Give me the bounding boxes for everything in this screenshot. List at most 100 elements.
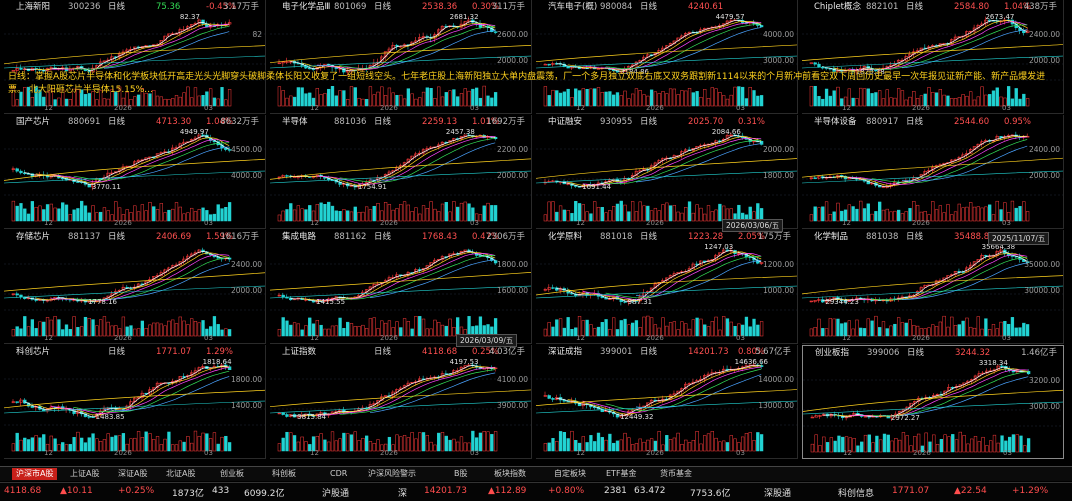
volume-bar: [349, 434, 354, 452]
candle-body: [186, 375, 190, 378]
volume-bar: [186, 86, 190, 107]
candle-body: [691, 263, 696, 269]
volume-bar: [26, 86, 31, 107]
candle-body: [285, 61, 289, 63]
volume-bar: [547, 201, 551, 222]
moving-average-line: [50, 23, 230, 70]
panel-period: 日线: [108, 347, 126, 357]
market-tab[interactable]: 深证A股: [118, 469, 148, 478]
candle-body: [615, 413, 620, 418]
market-tab[interactable]: B股: [454, 469, 468, 478]
volume-bar: [646, 205, 650, 222]
panel-title: 创业板指: [815, 348, 850, 358]
volume-bar: [121, 97, 126, 107]
date-axis-label: 2026: [646, 334, 664, 342]
volume-bar: [23, 437, 27, 452]
volume-bar: [76, 431, 80, 452]
volume-bar: [939, 439, 944, 453]
announcement-text: 日线：掌握A股芯片半导体和化学板块低开高走光头光脚穿头破脚柔体长阳又收复了一组短…: [8, 72, 1046, 95]
panel-price: 4713.30: [156, 117, 192, 127]
volume-bar: [144, 92, 148, 107]
volume-bar: [106, 433, 110, 452]
panel-price: 1223.28: [688, 232, 724, 242]
market-tab[interactable]: CDR: [330, 469, 348, 478]
moving-average-line: [301, 366, 496, 416]
volume-bar: [152, 439, 156, 452]
market-tab[interactable]: ETF基金: [606, 469, 637, 478]
chart-panel[interactable]: 上海新阳 日线 75.36 -0.45% 3.17万手 300236 82.37 82 12 20…: [4, 0, 266, 114]
volume-bar: [733, 325, 737, 337]
candle-body: [551, 287, 555, 289]
volume-bar: [604, 319, 608, 337]
volume-bar: [1014, 327, 1018, 337]
chart-panel[interactable]: 半导体 日线 2259.13 1.01% 1692万手 881036 2457.38 1754…: [270, 115, 532, 229]
sgt-label[interactable]: 深股通: [764, 489, 792, 499]
volume-bar: [144, 210, 148, 222]
chart-panel[interactable]: 上证指数 日线 4118.68 0.25% 4.03亿手 4197.53 3815.84 41…: [270, 345, 532, 459]
panel-period: 日线: [640, 117, 658, 127]
chart-panel[interactable]: 中证融安 日线 2025.70 0.31% 930955 2084.66 1691.44 20…: [536, 115, 798, 229]
volume-bar: [493, 92, 498, 107]
volume-bar: [904, 211, 908, 222]
market-tab[interactable]: 沪深市A股: [12, 468, 58, 480]
chart-panel[interactable]: 化学制品日线35488.811.83%88103835664.3829344.2…: [802, 230, 1064, 344]
volume-bar: [866, 88, 870, 107]
volume-bar: [216, 324, 220, 337]
volume-bar: [589, 435, 593, 452]
volume-bar: [114, 435, 118, 452]
market-tab[interactable]: 上证A股: [70, 469, 100, 478]
volume-bar: [619, 95, 623, 107]
volume-bar: [98, 90, 103, 107]
chart-panel[interactable]: 集成电路 日线 1768.43 0.47% 2306万手 881162 1415.55 180…: [270, 230, 532, 344]
market-tab[interactable]: 北证A股: [166, 469, 196, 478]
kline-chart: [4, 18, 265, 107]
volume-bar: [421, 205, 426, 222]
hgt-label[interactable]: 沪股通: [322, 489, 350, 499]
market-tab[interactable]: 板块指数: [494, 469, 526, 478]
volume-bar: [980, 86, 984, 107]
date-axis-label: 12: [44, 219, 53, 227]
chart-panel[interactable]: 深证成指 日线 14201.73 0.80% 5.67亿手 399001 14636.66 1…: [536, 345, 798, 459]
volume-bar: [733, 438, 737, 452]
volume-bar: [289, 95, 293, 107]
volume-bar: [653, 91, 658, 107]
chart-panel[interactable]: 创业板指 日线 3244.32 1.46亿手 399006 3318.34 2972.27 3…: [802, 345, 1064, 459]
market-tab[interactable]: 沪深风险警示: [368, 469, 416, 478]
candle-body: [999, 249, 1003, 252]
chart-panel[interactable]: 科创芯片 日线 1771.07 1.29% 1818.64 1483.85 1800.00 1…: [4, 345, 266, 459]
volume-bar: [752, 318, 756, 337]
volume-bar: [646, 315, 650, 337]
volume-bar: [875, 435, 879, 453]
volume-bar: [833, 440, 837, 453]
market-tab[interactable]: 货币基金: [660, 469, 692, 478]
volume-bar: [380, 320, 384, 337]
chart-panel[interactable]: 化学原料 日线 1223.28 2.05% 175万手 881018 1247.03 987.…: [536, 230, 798, 344]
chart-panel[interactable]: 国产芯片 日线 4713.30 1.04% 8632万手 880691 4949.97 377…: [4, 115, 266, 229]
chart-panel[interactable]: 存储芯片 日线 2406.69 1.59% 1616万手 881137 1778.16 240…: [4, 230, 266, 344]
moving-average-line: [556, 135, 762, 187]
volume-bar: [752, 440, 756, 452]
volume-bar: [448, 90, 452, 107]
sh-index-pct: +0.25%: [118, 486, 155, 496]
market-tab[interactable]: 自定板块: [554, 469, 586, 478]
candle-body: [638, 296, 642, 302]
candle-body: [285, 175, 289, 177]
volume-bar: [912, 201, 916, 222]
volume-bar: [289, 432, 293, 452]
volume-bar: [1003, 320, 1007, 337]
moving-average-line: [901, 262, 1028, 300]
volume-bar: [547, 442, 551, 452]
volume-bar: [909, 445, 913, 453]
market-tab[interactable]: 创业板: [220, 469, 244, 478]
chart-panel[interactable]: 电子化学品Ⅲ 日线 2538.36 0.30% 311万手 801069 2681.32 26…: [270, 0, 532, 114]
volume-bar: [604, 212, 608, 222]
volume-bar: [292, 322, 297, 337]
volume-bar: [832, 318, 836, 337]
volume-bar: [687, 328, 692, 337]
chart-panel[interactable]: 汽车电子(概) 日线 4240.61 980084 4479.57 3184.86 4000…: [536, 0, 798, 114]
chart-panel[interactable]: Chiplet概念 日线 2584.80 1.04% 438万手 882101 2673.4…: [802, 0, 1064, 114]
volume-bar: [661, 444, 665, 452]
chart-panel[interactable]: 半导体设备 日线 2544.60 0.95% 880917 2400.00 2000.00 1…: [802, 115, 1064, 229]
volume-bar: [604, 91, 608, 107]
market-tab[interactable]: 科创板: [272, 469, 296, 478]
